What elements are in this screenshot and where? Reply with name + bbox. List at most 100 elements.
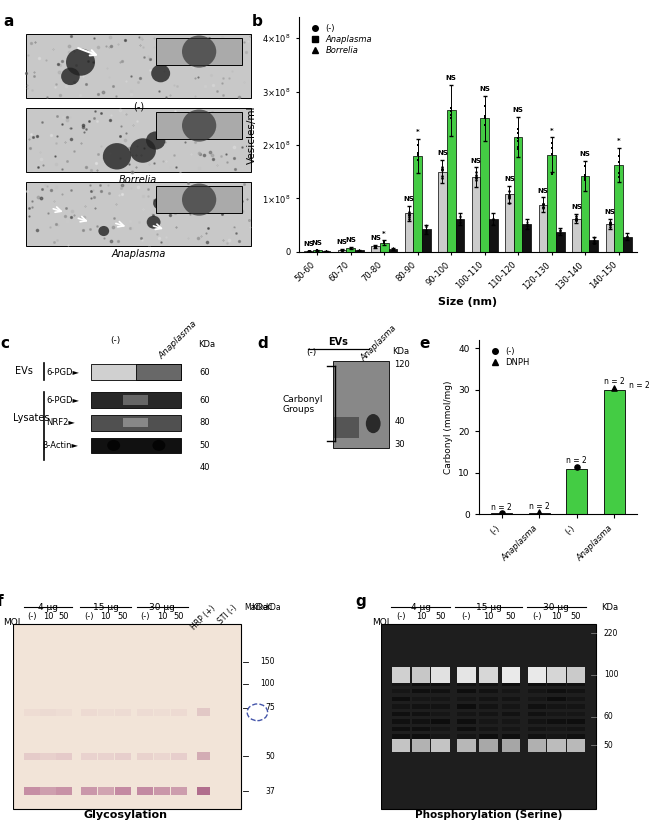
Bar xyxy=(123,395,148,404)
Bar xyxy=(355,251,364,252)
Text: a: a xyxy=(3,14,14,29)
Text: 50: 50 xyxy=(58,612,70,621)
Point xyxy=(346,242,356,255)
Bar xyxy=(547,681,566,686)
Point xyxy=(480,99,490,112)
Bar xyxy=(491,513,512,514)
Circle shape xyxy=(107,440,120,451)
Point xyxy=(446,102,456,115)
Point xyxy=(513,142,523,155)
Point xyxy=(471,171,481,185)
Bar xyxy=(528,681,546,686)
Bar xyxy=(334,417,359,438)
Bar xyxy=(567,727,585,731)
Bar xyxy=(457,711,476,716)
Circle shape xyxy=(146,132,165,149)
Point xyxy=(337,243,347,257)
Point xyxy=(522,221,532,234)
Bar xyxy=(614,165,623,252)
Point xyxy=(538,197,548,211)
Point xyxy=(609,382,619,395)
Point xyxy=(589,230,599,243)
Bar xyxy=(502,734,520,738)
Point xyxy=(614,155,624,169)
Bar xyxy=(457,704,476,708)
Point xyxy=(589,234,599,248)
Bar xyxy=(547,689,566,694)
Text: 30 μg: 30 μg xyxy=(149,603,175,612)
Text: KDa: KDa xyxy=(392,347,409,356)
Point xyxy=(538,197,548,211)
Point xyxy=(312,243,322,257)
Point xyxy=(571,461,582,474)
Text: NS: NS xyxy=(404,196,415,202)
Bar xyxy=(502,727,520,731)
Bar xyxy=(431,711,450,716)
Bar xyxy=(154,709,170,716)
Bar xyxy=(567,719,585,723)
Point xyxy=(622,229,632,242)
Point xyxy=(370,239,381,253)
Bar xyxy=(567,667,585,683)
Bar xyxy=(472,177,480,252)
Text: KDa: KDa xyxy=(265,603,281,612)
Point xyxy=(504,189,515,202)
Point xyxy=(604,217,615,231)
Text: NS: NS xyxy=(580,151,591,157)
Text: 4 μg: 4 μg xyxy=(411,603,431,612)
Bar xyxy=(502,696,520,701)
Point xyxy=(320,245,331,258)
Point xyxy=(614,149,624,163)
Bar xyxy=(480,711,498,716)
Text: (-): (-) xyxy=(84,612,94,621)
Point xyxy=(513,141,523,154)
Point xyxy=(604,221,615,234)
Point xyxy=(589,233,599,247)
Point xyxy=(404,212,414,226)
Point xyxy=(421,226,432,239)
Text: 10: 10 xyxy=(100,612,111,621)
Point xyxy=(437,163,448,176)
Bar xyxy=(502,704,520,708)
Bar xyxy=(480,719,498,723)
Bar xyxy=(392,727,410,731)
Text: NRF2►: NRF2► xyxy=(46,418,75,427)
Bar xyxy=(40,788,56,795)
Point xyxy=(370,239,381,253)
Bar xyxy=(567,689,585,694)
Bar xyxy=(411,719,430,723)
Point xyxy=(571,214,582,227)
Bar xyxy=(567,681,585,686)
Point xyxy=(370,239,381,253)
Bar xyxy=(114,753,131,759)
Point xyxy=(580,159,590,173)
Text: 120: 120 xyxy=(395,360,410,369)
Bar xyxy=(528,734,546,738)
Point xyxy=(346,242,356,255)
Point xyxy=(379,234,389,248)
Text: Phosphorylation (Serine): Phosphorylation (Serine) xyxy=(415,810,562,820)
Bar xyxy=(411,738,430,752)
Bar xyxy=(480,681,498,686)
Bar xyxy=(24,788,40,795)
Bar xyxy=(480,696,498,701)
Point xyxy=(604,216,615,230)
Circle shape xyxy=(98,226,109,236)
Bar xyxy=(389,248,397,252)
Point xyxy=(421,219,432,232)
Bar xyxy=(567,734,585,738)
Point xyxy=(604,218,615,232)
Point xyxy=(320,244,331,258)
Bar xyxy=(137,753,153,759)
Circle shape xyxy=(182,35,216,68)
Point xyxy=(571,210,582,223)
Point xyxy=(504,191,515,205)
Point xyxy=(421,224,432,237)
Point xyxy=(312,243,322,257)
Bar xyxy=(154,788,170,795)
Point xyxy=(455,211,465,224)
Point xyxy=(622,229,632,242)
Bar xyxy=(156,39,242,65)
Text: 50: 50 xyxy=(436,612,446,621)
Bar xyxy=(422,229,431,252)
